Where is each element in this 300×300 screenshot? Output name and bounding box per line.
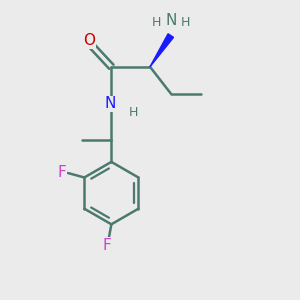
Polygon shape	[150, 34, 173, 67]
Text: H: H	[180, 16, 190, 29]
Text: F: F	[103, 238, 111, 253]
Text: F: F	[57, 165, 66, 180]
Text: N: N	[165, 13, 176, 28]
Text: H: H	[129, 106, 138, 119]
Text: N: N	[104, 96, 116, 111]
Text: H: H	[152, 16, 161, 29]
Text: O: O	[83, 33, 95, 48]
